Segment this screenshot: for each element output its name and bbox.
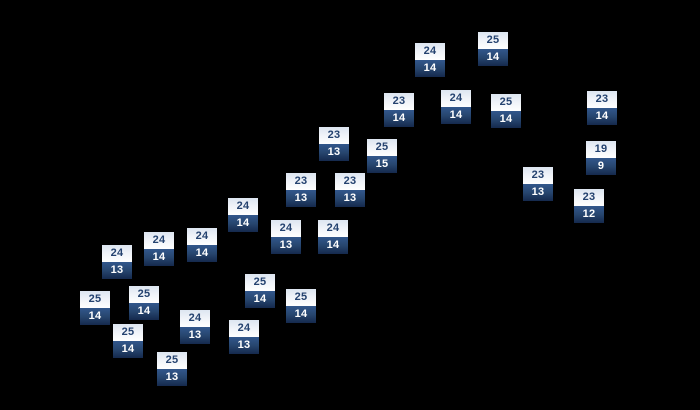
data-point-value-bottom: 13: [180, 327, 210, 344]
data-point-label[interactable]: 23 13: [523, 167, 553, 201]
data-point-value-bottom: 13: [102, 262, 132, 279]
data-point-value-top: 24: [318, 220, 348, 237]
data-point-value-top: 25: [367, 139, 397, 156]
data-point-value-top: 25: [157, 352, 187, 369]
data-point-value-bottom: 9: [586, 158, 616, 175]
data-point-value-top: 23: [587, 91, 617, 108]
data-point-value-bottom: 14: [286, 306, 316, 323]
data-point-value-bottom: 13: [286, 190, 316, 207]
data-point-value-top: 24: [228, 198, 258, 215]
data-point-label[interactable]: 24 13: [102, 245, 132, 279]
data-point-value-top: 23: [384, 93, 414, 110]
data-point-value-top: 23: [319, 127, 349, 144]
data-point-label[interactable]: 25 14: [491, 94, 521, 128]
data-point-label[interactable]: 25 14: [113, 324, 143, 358]
data-point-value-bottom: 14: [113, 341, 143, 358]
data-point-value-bottom: 14: [587, 108, 617, 125]
data-point-value-bottom: 12: [574, 206, 604, 223]
data-point-label[interactable]: 24 14: [318, 220, 348, 254]
data-point-value-top: 19: [586, 141, 616, 158]
data-point-value-bottom: 15: [367, 156, 397, 173]
data-point-value-bottom: 13: [271, 237, 301, 254]
data-point-label[interactable]: 25 14: [129, 286, 159, 320]
data-point-value-top: 24: [441, 90, 471, 107]
data-point-value-bottom: 14: [441, 107, 471, 124]
data-point-label[interactable]: 24 14: [144, 232, 174, 266]
data-point-value-top: 23: [335, 173, 365, 190]
data-point-value-top: 25: [80, 291, 110, 308]
data-point-value-bottom: 14: [415, 60, 445, 77]
data-point-value-bottom: 14: [144, 249, 174, 266]
data-point-value-top: 25: [491, 94, 521, 111]
data-point-value-top: 24: [144, 232, 174, 249]
data-point-value-top: 24: [271, 220, 301, 237]
data-point-label[interactable]: 23 14: [384, 93, 414, 127]
data-point-value-top: 25: [245, 274, 275, 291]
data-point-value-bottom: 13: [523, 184, 553, 201]
data-point-value-top: 25: [286, 289, 316, 306]
data-point-value-top: 24: [229, 320, 259, 337]
data-point-label[interactable]: 25 15: [367, 139, 397, 173]
data-point-label[interactable]: 24 14: [441, 90, 471, 124]
data-point-value-bottom: 14: [187, 245, 217, 262]
data-point-label[interactable]: 25 13: [157, 352, 187, 386]
data-point-value-top: 25: [129, 286, 159, 303]
data-point-label[interactable]: 24 14: [187, 228, 217, 262]
data-point-value-bottom: 14: [478, 49, 508, 66]
data-point-label[interactable]: 25 14: [286, 289, 316, 323]
data-point-value-bottom: 13: [229, 337, 259, 354]
data-point-label[interactable]: 24 13: [229, 320, 259, 354]
data-point-value-bottom: 14: [80, 308, 110, 325]
data-point-label[interactable]: 23 14: [587, 91, 617, 125]
data-point-value-bottom: 13: [157, 369, 187, 386]
data-point-label[interactable]: 24 14: [228, 198, 258, 232]
data-point-value-bottom: 14: [318, 237, 348, 254]
data-point-value-bottom: 14: [129, 303, 159, 320]
data-point-value-top: 24: [180, 310, 210, 327]
data-point-value-bottom: 13: [319, 144, 349, 161]
data-point-value-bottom: 13: [335, 190, 365, 207]
data-point-value-top: 23: [523, 167, 553, 184]
data-point-label[interactable]: 23 12: [574, 189, 604, 223]
data-point-value-bottom: 14: [491, 111, 521, 128]
data-point-label[interactable]: 24 13: [180, 310, 210, 344]
data-point-label[interactable]: 19 9: [586, 141, 616, 175]
data-point-value-top: 23: [286, 173, 316, 190]
data-point-value-bottom: 14: [228, 215, 258, 232]
data-point-label[interactable]: 25 14: [478, 32, 508, 66]
data-point-value-bottom: 14: [384, 110, 414, 127]
data-point-label[interactable]: 24 13: [271, 220, 301, 254]
data-point-value-bottom: 14: [245, 291, 275, 308]
data-point-value-top: 23: [574, 189, 604, 206]
data-point-label[interactable]: 23 13: [319, 127, 349, 161]
data-point-value-top: 24: [187, 228, 217, 245]
data-point-label[interactable]: 25 14: [245, 274, 275, 308]
data-point-value-top: 25: [113, 324, 143, 341]
data-point-value-top: 25: [478, 32, 508, 49]
data-point-value-top: 24: [102, 245, 132, 262]
data-point-value-top: 24: [415, 43, 445, 60]
data-point-label[interactable]: 24 14: [415, 43, 445, 77]
data-point-label[interactable]: 23 13: [286, 173, 316, 207]
data-point-label[interactable]: 25 14: [80, 291, 110, 325]
data-point-label[interactable]: 23 13: [335, 173, 365, 207]
